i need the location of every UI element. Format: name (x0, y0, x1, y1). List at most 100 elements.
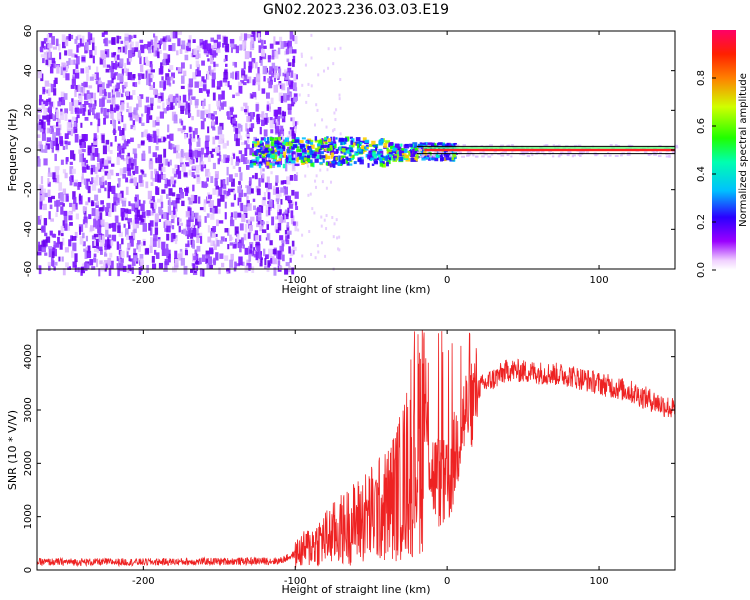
spectrogram-cell (287, 103, 292, 110)
spectrogram-cell (297, 228, 300, 232)
spectrogram-cell (37, 123, 42, 131)
x-tick-label: -100 (284, 576, 307, 587)
spectrogram-cell (321, 180, 324, 184)
spectrogram-cell (125, 234, 129, 240)
figure-title: GN02.2023.236.03.03.E19 (263, 2, 449, 18)
spectrogram-cell (199, 232, 203, 237)
spectrogram-cell (121, 128, 125, 136)
spectrogram-cell (55, 128, 61, 136)
spectrogram-cell (451, 156, 455, 161)
spectrogram-cell (192, 184, 195, 192)
spectrogram-cell (249, 51, 252, 58)
spectrogram-cell (285, 159, 289, 163)
spectrogram-cell (143, 57, 146, 65)
spectrogram-cell (184, 249, 188, 256)
spectrogram-cell (262, 173, 265, 179)
spectrogram-cell (150, 74, 154, 79)
spectrogram-cell (196, 109, 200, 117)
spectrogram-cell (49, 230, 53, 236)
y-tick-label: 2000 (23, 451, 34, 476)
spectrogram-cell (216, 80, 221, 88)
spectrogram-cell (234, 62, 238, 68)
spectrogram-cell (197, 150, 201, 158)
spectrogram-cell (122, 46, 126, 53)
spectrogram-cell (304, 63, 307, 67)
spectrogram-cell (103, 107, 107, 117)
spectrogram-cell (117, 268, 120, 277)
spectrogram-cell (277, 68, 282, 77)
spectrogram-cell (199, 268, 203, 277)
spectrogram-cell (139, 94, 144, 99)
spectrogram-cell (117, 126, 121, 131)
spectrogram-cell (558, 144, 561, 147)
spectrogram-cell (116, 256, 119, 262)
spectrogram-cell (60, 225, 64, 234)
spectrogram-cell (258, 250, 261, 260)
spectrogram-cell (191, 138, 196, 142)
spectrogram-cell (291, 157, 296, 161)
spectrogram-cell (507, 144, 511, 147)
spectrogram-cell (237, 186, 242, 193)
spectrogram-cell (255, 241, 260, 246)
spectrogram-cell (272, 163, 276, 166)
spectrogram-cell (310, 139, 314, 142)
spectrogram-cell (99, 249, 103, 255)
spectrogram-cell (58, 182, 63, 191)
spectrogram-cell (293, 96, 298, 103)
spectrogram-cell (308, 145, 312, 149)
spectrogram-cell (62, 145, 66, 150)
spectrogram-cell (64, 172, 68, 179)
spectrogram-cell (510, 155, 513, 158)
spectrogram-cell (272, 188, 277, 195)
spectrogram-cell (116, 105, 120, 110)
spectrogram-cell (265, 204, 269, 211)
spectrogram-cell (140, 241, 146, 247)
spectrogram-cell (338, 146, 344, 151)
spectrogram-cell (82, 232, 85, 239)
spectrogram-cell (189, 98, 193, 105)
spectrogram-cell (577, 153, 581, 156)
spectrogram-cell (157, 98, 162, 103)
spectrogram-cell (273, 258, 278, 265)
spectrogram-cell (433, 151, 438, 154)
spectrogram-cell (333, 139, 336, 144)
spectrogram-cell (45, 236, 51, 243)
spectrogram-cell (47, 181, 51, 187)
spectrogram-cell (133, 125, 136, 131)
spectrogram-cell (414, 147, 418, 153)
spectrogram-cell (439, 152, 443, 157)
spectrogram-cell (170, 176, 175, 185)
spectrogram-cell (209, 200, 214, 209)
spectrogram-cell (350, 154, 354, 159)
spectrogram-cell (262, 197, 266, 201)
spectrogram-cell (117, 193, 122, 201)
spectrogram-cell (343, 151, 347, 155)
spectrogram-cell (63, 215, 68, 223)
spectrogram-cell (130, 267, 133, 272)
spectrogram-cell (277, 142, 282, 146)
spectrogram-cell (101, 235, 106, 244)
spectrogram-cell (278, 265, 283, 270)
spectrogram-cell (93, 253, 97, 258)
spectrogram-cell (37, 107, 42, 112)
spectrogram-cell (278, 136, 281, 141)
spectrogram-cell (333, 128, 336, 132)
spectrogram-cell (345, 147, 351, 151)
spectrogram-cell (95, 209, 100, 217)
spectrogram-cell (88, 85, 93, 89)
spectrogram-cell (260, 39, 264, 48)
spectrogram-cell (69, 202, 73, 208)
spectrogram-cell (124, 228, 129, 237)
spectrogram-cell (212, 127, 216, 131)
spectrogram-cell (106, 83, 110, 89)
spectrogram-cell (247, 76, 252, 84)
spectrogram-cell (218, 107, 222, 112)
spectrogram-cell (100, 82, 105, 89)
spectrogram-cell (140, 44, 145, 54)
spectrogram-cell (230, 188, 235, 193)
spectrogram-cell (143, 241, 146, 246)
spectrogram-cell (47, 261, 52, 266)
spectrogram-cell (285, 48, 290, 55)
spectrogram-cell (91, 146, 95, 153)
spectrogram-cell (397, 151, 400, 156)
